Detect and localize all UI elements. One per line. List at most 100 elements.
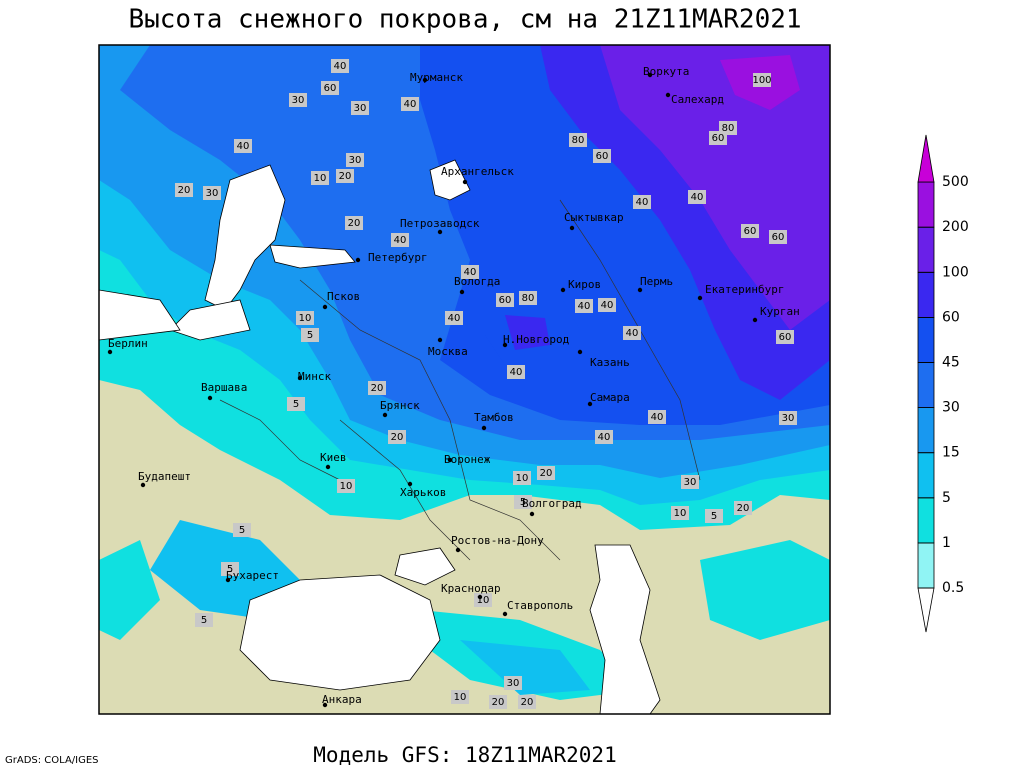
contour-label: 20 xyxy=(178,185,191,196)
contour-label-box xyxy=(301,328,319,342)
contour-label: 40 xyxy=(651,412,664,423)
contour-label: 20 xyxy=(339,171,352,182)
title: Высота снежного покрова, см на 21Z11MAR2… xyxy=(128,5,801,35)
border xyxy=(299,279,561,561)
contour-label: 30 xyxy=(292,95,305,106)
city-dot xyxy=(477,594,483,600)
city-label: Пермь xyxy=(640,275,673,288)
city-label: Воркута xyxy=(643,65,689,78)
contour-label: 40 xyxy=(394,235,407,246)
contour-label: 5 xyxy=(201,615,207,626)
city-dot xyxy=(637,287,643,293)
contour-label: 40 xyxy=(598,432,611,443)
colorbar-label: 500 xyxy=(942,174,969,190)
contour-label: 40 xyxy=(404,99,417,110)
sea xyxy=(99,289,181,341)
contour-label-box xyxy=(779,411,797,425)
contour-label: 30 xyxy=(354,103,367,114)
city-dot xyxy=(437,229,443,235)
colorbar-low xyxy=(917,587,935,633)
city-dot xyxy=(529,511,535,517)
contour-label: 30 xyxy=(349,155,362,166)
city-dot xyxy=(382,412,388,418)
contour-label-box xyxy=(709,131,727,145)
city-dot xyxy=(325,464,331,470)
contour-label: 10 xyxy=(674,508,687,519)
city-label: Брянск xyxy=(380,399,420,412)
contour-label: 20 xyxy=(540,468,553,479)
contour-label-box xyxy=(776,330,794,344)
contour-label-box xyxy=(321,81,339,95)
contour-label-box xyxy=(569,133,587,147)
snow-zone xyxy=(700,540,830,640)
colorbar-label: 45 xyxy=(942,355,960,371)
city-dot xyxy=(459,289,465,295)
city-label: Волгоград xyxy=(522,497,582,510)
contour-label: 10 xyxy=(299,313,312,324)
contour-label: 60 xyxy=(779,332,792,343)
colorbar-box xyxy=(917,316,935,363)
contour-label: 40 xyxy=(691,192,704,203)
contour-label-box xyxy=(401,97,419,111)
contour-label-box xyxy=(233,523,251,537)
contour-label: 40 xyxy=(626,328,639,339)
contour-label: 10 xyxy=(477,595,490,606)
city-dot xyxy=(665,92,671,98)
city-label: Варшава xyxy=(201,381,247,394)
city-label: Киров xyxy=(568,278,601,291)
snow-zone xyxy=(505,315,550,350)
contour-label-box xyxy=(311,171,329,185)
colorbar-label: 1 xyxy=(942,535,951,551)
contour-label-box xyxy=(648,410,666,424)
contour-label: 60 xyxy=(596,151,609,162)
city-dot xyxy=(752,317,758,323)
city-dot xyxy=(455,547,461,553)
city-dot xyxy=(697,295,703,301)
city-label: Салехард xyxy=(671,93,724,106)
contour-label: 5 xyxy=(293,399,299,410)
contour-label-box xyxy=(368,381,386,395)
contour-label: 30 xyxy=(684,477,697,488)
contour-label: 40 xyxy=(448,313,461,324)
map-frame xyxy=(98,44,831,715)
sea xyxy=(239,574,441,691)
contour-label-box xyxy=(633,195,651,209)
contour-label: 30 xyxy=(206,188,219,199)
city-label: Минск xyxy=(298,370,331,383)
city-label: Казань xyxy=(590,356,630,369)
colorbar-box xyxy=(917,271,935,318)
contour-label-box xyxy=(705,509,723,523)
contour-label: 40 xyxy=(464,267,477,278)
contour-label-box xyxy=(593,149,611,163)
contour-label: 20 xyxy=(371,383,384,394)
contour-label: 100 xyxy=(752,75,771,86)
sea xyxy=(204,164,286,311)
contour-label-box xyxy=(296,311,314,325)
contour-label-box xyxy=(734,501,752,515)
contour-label: 20 xyxy=(391,432,404,443)
city-dot xyxy=(225,577,231,583)
contour-label-box xyxy=(388,430,406,444)
snow-zone xyxy=(99,540,160,640)
colorbar-box xyxy=(917,407,935,454)
contour-label-box xyxy=(221,562,239,576)
city-dot xyxy=(437,337,443,343)
contour-label: 20 xyxy=(492,697,505,708)
border xyxy=(219,399,341,481)
contour-label-box xyxy=(203,186,221,200)
colorbar-box xyxy=(917,497,935,544)
city-dot xyxy=(569,225,575,231)
city-dot xyxy=(140,482,146,488)
colorbar-box xyxy=(917,181,935,228)
snow-zone xyxy=(600,45,830,330)
city-label: Мурманск xyxy=(410,71,463,84)
sea xyxy=(394,547,456,586)
contour-label: 40 xyxy=(334,61,347,72)
contour-label-box xyxy=(287,397,305,411)
credit: GrADS: COLA/IGES xyxy=(5,755,99,766)
model-label: Модель GFS: 18Z11MAR2021 xyxy=(313,743,616,767)
contour-label-box xyxy=(537,466,555,480)
sea xyxy=(589,544,661,714)
